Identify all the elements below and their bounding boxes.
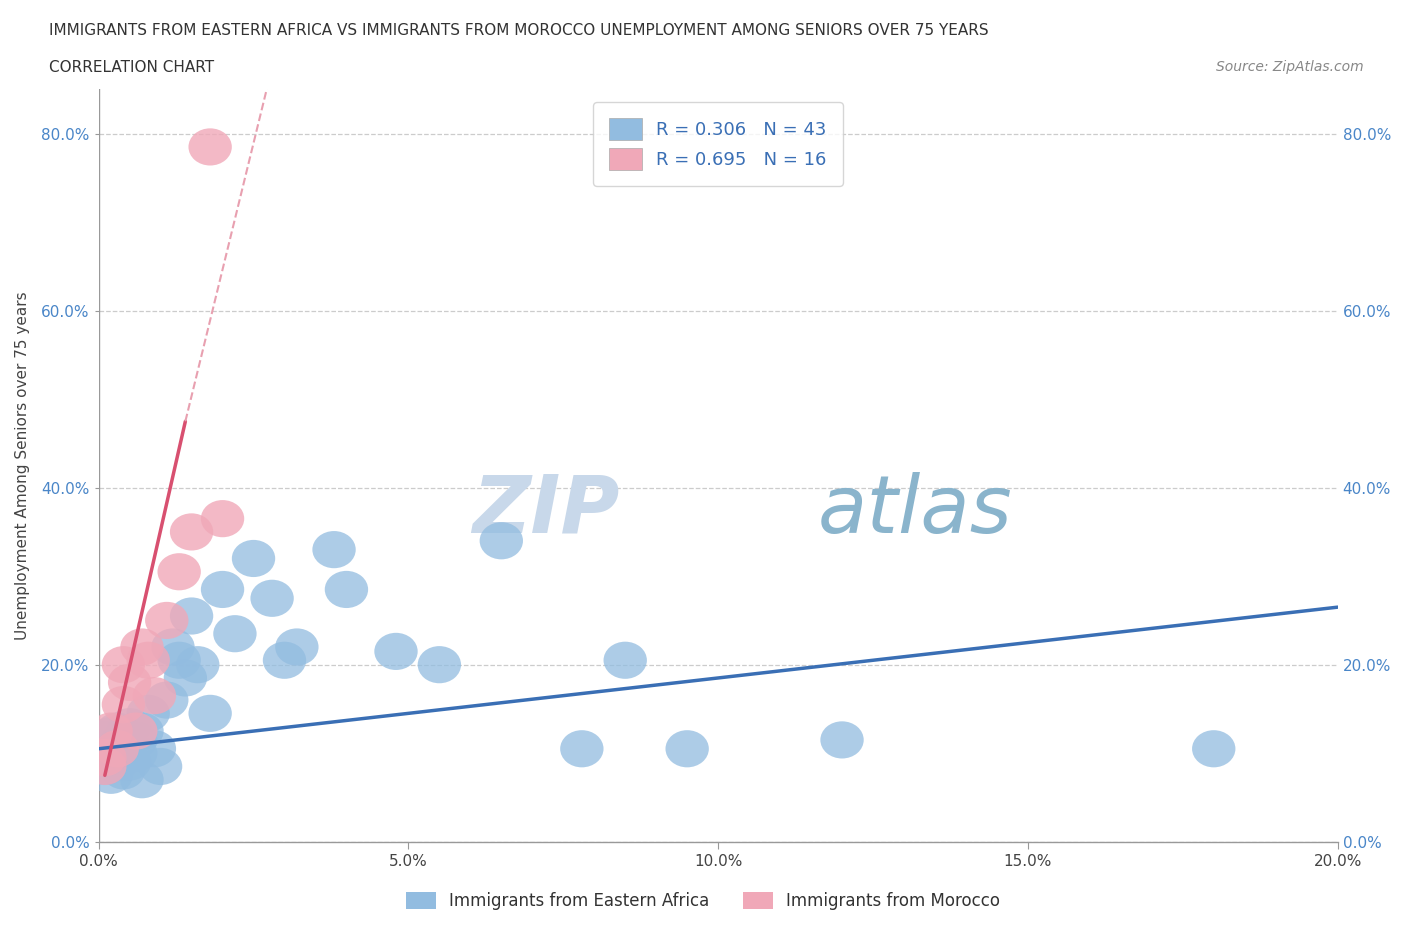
Ellipse shape	[114, 712, 157, 750]
Ellipse shape	[96, 730, 139, 767]
Ellipse shape	[101, 752, 145, 790]
Ellipse shape	[214, 615, 257, 652]
Ellipse shape	[83, 748, 127, 785]
Legend: R = 0.306   N = 43, R = 0.695   N = 16: R = 0.306 N = 43, R = 0.695 N = 16	[593, 102, 844, 186]
Ellipse shape	[90, 757, 132, 794]
Ellipse shape	[83, 748, 127, 785]
Ellipse shape	[108, 743, 152, 780]
Ellipse shape	[170, 513, 214, 551]
Ellipse shape	[145, 602, 188, 639]
Ellipse shape	[325, 571, 368, 608]
Ellipse shape	[176, 646, 219, 684]
Ellipse shape	[108, 708, 152, 745]
Ellipse shape	[101, 686, 145, 724]
Ellipse shape	[127, 642, 170, 679]
Ellipse shape	[418, 646, 461, 684]
Ellipse shape	[276, 629, 319, 666]
Ellipse shape	[157, 553, 201, 591]
Ellipse shape	[96, 712, 139, 750]
Ellipse shape	[250, 579, 294, 617]
Ellipse shape	[139, 748, 183, 785]
Ellipse shape	[83, 739, 127, 777]
Ellipse shape	[101, 646, 145, 684]
Ellipse shape	[90, 712, 132, 750]
Ellipse shape	[603, 642, 647, 679]
Ellipse shape	[132, 677, 176, 714]
Ellipse shape	[263, 642, 307, 679]
Ellipse shape	[114, 735, 157, 772]
Ellipse shape	[145, 682, 188, 719]
Ellipse shape	[188, 128, 232, 166]
Ellipse shape	[820, 722, 863, 759]
Ellipse shape	[83, 722, 127, 759]
Ellipse shape	[374, 632, 418, 670]
Ellipse shape	[127, 695, 170, 732]
Ellipse shape	[114, 722, 157, 759]
Ellipse shape	[1192, 730, 1236, 767]
Ellipse shape	[101, 722, 145, 759]
Text: Source: ZipAtlas.com: Source: ZipAtlas.com	[1216, 60, 1364, 74]
Ellipse shape	[90, 717, 132, 754]
Text: CORRELATION CHART: CORRELATION CHART	[49, 60, 214, 75]
Ellipse shape	[96, 730, 139, 767]
Ellipse shape	[665, 730, 709, 767]
Text: ZIP: ZIP	[471, 472, 619, 550]
Ellipse shape	[83, 739, 127, 777]
Ellipse shape	[479, 522, 523, 559]
Ellipse shape	[108, 664, 152, 701]
Text: atlas: atlas	[817, 472, 1012, 550]
Ellipse shape	[157, 642, 201, 679]
Ellipse shape	[96, 743, 139, 780]
Ellipse shape	[188, 695, 232, 732]
Ellipse shape	[90, 735, 132, 772]
Text: IMMIGRANTS FROM EASTERN AFRICA VS IMMIGRANTS FROM MOROCCO UNEMPLOYMENT AMONG SEN: IMMIGRANTS FROM EASTERN AFRICA VS IMMIGR…	[49, 23, 988, 38]
Ellipse shape	[201, 571, 245, 608]
Ellipse shape	[163, 659, 207, 697]
Ellipse shape	[232, 540, 276, 577]
Y-axis label: Unemployment Among Seniors over 75 years: Unemployment Among Seniors over 75 years	[15, 291, 30, 640]
Ellipse shape	[170, 597, 214, 634]
Ellipse shape	[312, 531, 356, 568]
Ellipse shape	[132, 730, 176, 767]
Ellipse shape	[121, 761, 163, 798]
Legend: Immigrants from Eastern Africa, Immigrants from Morocco: Immigrants from Eastern Africa, Immigran…	[399, 885, 1007, 917]
Ellipse shape	[152, 629, 194, 666]
Ellipse shape	[121, 712, 163, 750]
Ellipse shape	[201, 500, 245, 538]
Ellipse shape	[121, 629, 163, 666]
Ellipse shape	[560, 730, 603, 767]
